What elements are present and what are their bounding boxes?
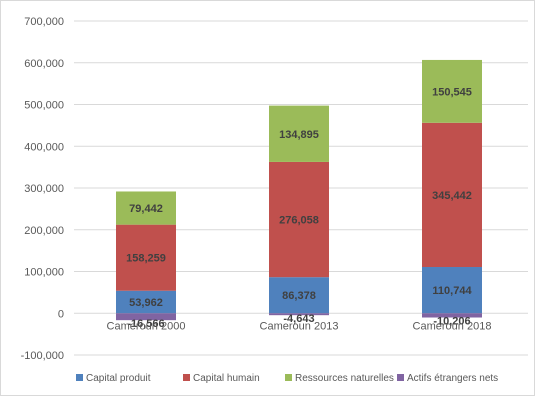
y-tick-label: 0 <box>58 308 64 320</box>
data-labels: 53,962 158,259 79,442 -16,566 86,378 276,058 1… <box>126 86 472 330</box>
legend-swatch <box>285 374 292 381</box>
x-tick-label: Cameroun 2000 <box>107 320 186 332</box>
y-tick-label: 500,000 <box>24 100 64 112</box>
data-label: 110,744 <box>432 285 472 297</box>
bar-segment <box>116 224 176 291</box>
y-tick-label: 200,000 <box>24 225 64 237</box>
data-label: 158,259 <box>126 253 166 265</box>
bar-segment <box>422 59 482 123</box>
legend-label: Capital produit <box>86 373 151 384</box>
data-label: 79,442 <box>129 203 163 215</box>
data-label: 150,545 <box>432 86 472 98</box>
data-label: 276,058 <box>279 215 319 227</box>
legend-swatch <box>183 374 190 381</box>
bar-segment <box>269 277 329 314</box>
legend-label: Actifs étrangers nets <box>407 373 498 384</box>
bars <box>116 59 482 321</box>
data-label: 86,378 <box>282 290 316 302</box>
y-tick-label: 700,000 <box>24 16 64 28</box>
bar-segment <box>422 122 482 268</box>
y-tick-label: -100,000 <box>21 350 64 362</box>
data-label: 53,962 <box>129 297 163 309</box>
y-tick-label: 300,000 <box>24 183 64 195</box>
data-label: 134,895 <box>279 129 319 141</box>
data-label: -4,643 <box>283 313 314 325</box>
data-label: -10,206 <box>433 316 470 328</box>
y-tick-label: 100,000 <box>24 267 64 279</box>
data-label: -16,566 <box>127 318 164 330</box>
x-axis: Cameroun 2000 Cameroun 2013 Cameroun 2018 <box>107 320 492 332</box>
legend-swatch <box>76 374 83 381</box>
legend-label: Capital humain <box>193 373 260 384</box>
y-tick-label: 400,000 <box>24 141 64 153</box>
y-axis: -100,000 0 100,000 200,000 300,000 400,000 500… <box>21 16 64 362</box>
bar-segment <box>116 290 176 314</box>
bar-segment <box>269 161 329 278</box>
data-label: 345,442 <box>432 190 472 202</box>
x-tick-label: Cameroun 2018 <box>413 320 492 332</box>
x-tick-label: Cameroun 2013 <box>260 320 339 332</box>
y-tick-label: 600,000 <box>24 58 64 70</box>
legend: Capital produit Capital humain Ressources … <box>76 373 498 384</box>
bar-segment <box>269 313 329 316</box>
bar-segment <box>422 267 482 314</box>
bar-segment <box>116 313 176 321</box>
bar-segment <box>269 105 329 162</box>
bar-segment <box>422 313 482 318</box>
legend-label: Ressources naturelles <box>295 373 394 384</box>
bar-segment <box>116 191 176 225</box>
legend-swatch <box>397 374 404 381</box>
